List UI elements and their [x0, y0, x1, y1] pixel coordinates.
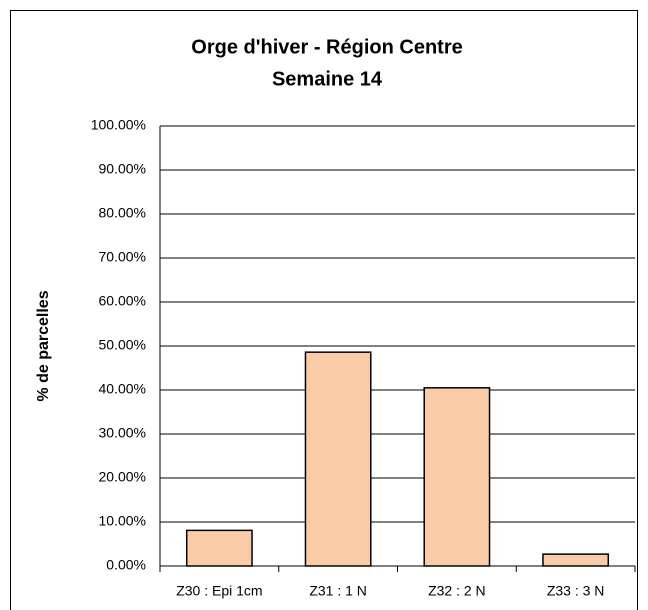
y-tick-label: 20.00%: [99, 469, 146, 485]
y-tick-label: 10.00%: [99, 513, 146, 529]
y-tick-label: 40.00%: [99, 381, 146, 397]
y-tick-label: 80.00%: [99, 205, 146, 221]
y-tick-label: 100.00%: [91, 117, 146, 133]
chart-title: Orge d'hiver - Région Centre: [191, 36, 462, 58]
y-tick-label: 60.00%: [99, 293, 146, 309]
bar: [423, 387, 491, 567]
x-tick-label: Z31 : 1 N: [309, 583, 367, 599]
bar: [542, 553, 610, 567]
x-tick-label: Z33 : 3 N: [547, 583, 605, 599]
y-axis-label: % de parcelles: [35, 290, 52, 401]
x-tick-label: Z30 : Epi 1cm: [176, 583, 262, 599]
y-tick-label: 30.00%: [99, 425, 146, 441]
y-tick-label: 90.00%: [99, 161, 146, 177]
bar: [304, 351, 372, 567]
y-tick-label: 50.00%: [99, 337, 146, 353]
y-tick-label: 0.00%: [106, 557, 146, 573]
x-tick-label: Z32 : 2 N: [428, 583, 486, 599]
chart-subtitle: Semaine 14: [272, 68, 383, 90]
bar: [185, 529, 253, 567]
y-tick-label: 70.00%: [99, 249, 146, 265]
